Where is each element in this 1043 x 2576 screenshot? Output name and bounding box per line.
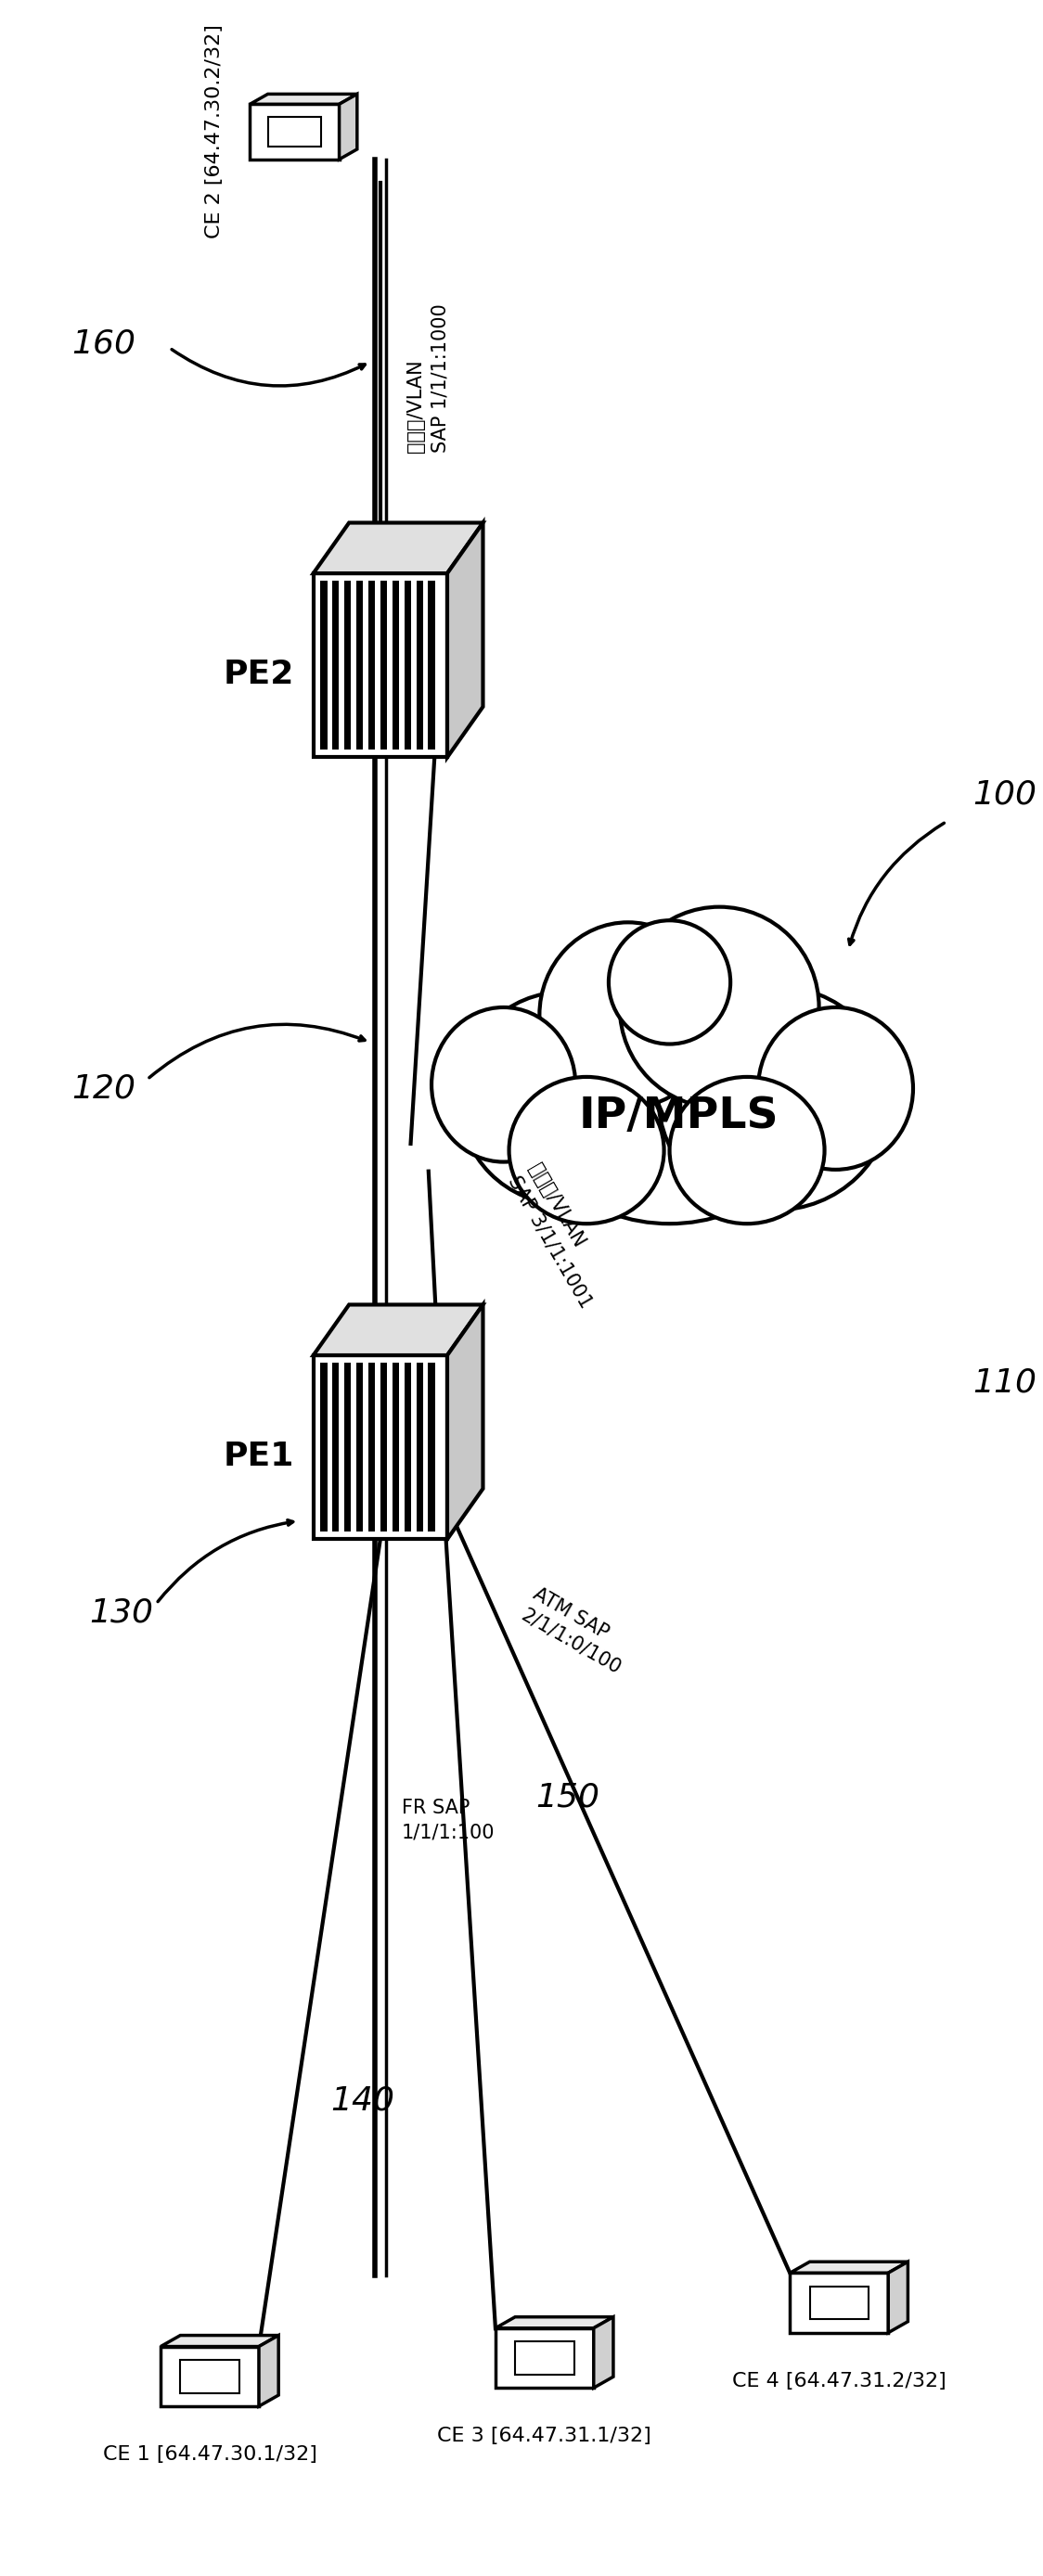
Polygon shape — [161, 2336, 278, 2347]
Text: 120: 120 — [71, 1072, 136, 1105]
Polygon shape — [333, 1363, 339, 1533]
Polygon shape — [447, 1303, 483, 1540]
Ellipse shape — [620, 907, 819, 1108]
Polygon shape — [392, 580, 398, 750]
Text: 140: 140 — [331, 2084, 394, 2115]
Polygon shape — [320, 580, 328, 750]
Text: CE 1 [64.47.30.1/32]: CE 1 [64.47.30.1/32] — [102, 2445, 317, 2463]
Polygon shape — [313, 1355, 447, 1540]
Ellipse shape — [517, 953, 822, 1224]
Ellipse shape — [658, 987, 891, 1211]
Text: CE 2 [64.47.30.2/32]: CE 2 [64.47.30.2/32] — [205, 26, 223, 240]
Polygon shape — [313, 523, 483, 574]
Polygon shape — [313, 574, 447, 757]
Polygon shape — [357, 1363, 363, 1533]
Polygon shape — [495, 2329, 593, 2388]
Text: 以太网/VLAN
SAP 1/1/1:1000: 以太网/VLAN SAP 1/1/1:1000 — [406, 304, 450, 453]
Text: PE1: PE1 — [224, 1440, 294, 1473]
Polygon shape — [889, 2262, 907, 2334]
Ellipse shape — [670, 1077, 825, 1224]
Polygon shape — [320, 1363, 328, 1533]
Polygon shape — [268, 116, 321, 147]
Polygon shape — [381, 1363, 387, 1533]
Polygon shape — [416, 580, 422, 750]
Text: FR SAP
1/1/1:100: FR SAP 1/1/1:100 — [402, 1798, 495, 1842]
Ellipse shape — [432, 1007, 576, 1162]
Polygon shape — [368, 580, 375, 750]
Ellipse shape — [539, 922, 717, 1108]
Polygon shape — [357, 580, 363, 750]
Text: 160: 160 — [71, 327, 136, 358]
Polygon shape — [344, 1363, 351, 1533]
Polygon shape — [405, 580, 411, 750]
Text: 100: 100 — [973, 778, 1037, 809]
Text: 150: 150 — [536, 1780, 600, 1814]
Polygon shape — [180, 2360, 239, 2393]
Text: 以太网/VLAN
SAP 3/1/1:1001: 以太网/VLAN SAP 3/1/1:1001 — [505, 1159, 616, 1311]
Text: CE 3 [64.47.31.1/32]: CE 3 [64.47.31.1/32] — [437, 2427, 652, 2445]
Polygon shape — [333, 580, 339, 750]
Polygon shape — [447, 523, 483, 757]
Text: 130: 130 — [90, 1597, 153, 1628]
Polygon shape — [428, 1363, 435, 1533]
Polygon shape — [392, 1363, 398, 1533]
Polygon shape — [368, 1363, 375, 1533]
Polygon shape — [250, 103, 339, 160]
Ellipse shape — [758, 1007, 913, 1170]
Ellipse shape — [459, 992, 670, 1206]
Polygon shape — [495, 2316, 613, 2329]
Polygon shape — [416, 1363, 422, 1533]
Text: ATM SAP
2/1/1:0/100: ATM SAP 2/1/1:0/100 — [517, 1584, 636, 1677]
Polygon shape — [428, 580, 435, 750]
Polygon shape — [381, 580, 387, 750]
Polygon shape — [405, 1363, 411, 1533]
Polygon shape — [259, 2336, 278, 2406]
Text: CE 4 [64.47.31.2/32]: CE 4 [64.47.31.2/32] — [732, 2372, 946, 2391]
Polygon shape — [790, 2262, 907, 2272]
Polygon shape — [250, 95, 357, 103]
Polygon shape — [515, 2342, 574, 2375]
Text: 110: 110 — [973, 1368, 1037, 1399]
Polygon shape — [790, 2272, 889, 2334]
Polygon shape — [161, 2347, 259, 2406]
Polygon shape — [313, 1303, 483, 1355]
Text: PE2: PE2 — [224, 659, 294, 690]
Ellipse shape — [609, 920, 730, 1043]
Text: IP/MPLS: IP/MPLS — [579, 1095, 778, 1136]
Polygon shape — [809, 2287, 869, 2318]
Polygon shape — [593, 2316, 613, 2388]
Polygon shape — [339, 95, 357, 160]
Ellipse shape — [509, 1077, 664, 1224]
Polygon shape — [344, 580, 351, 750]
